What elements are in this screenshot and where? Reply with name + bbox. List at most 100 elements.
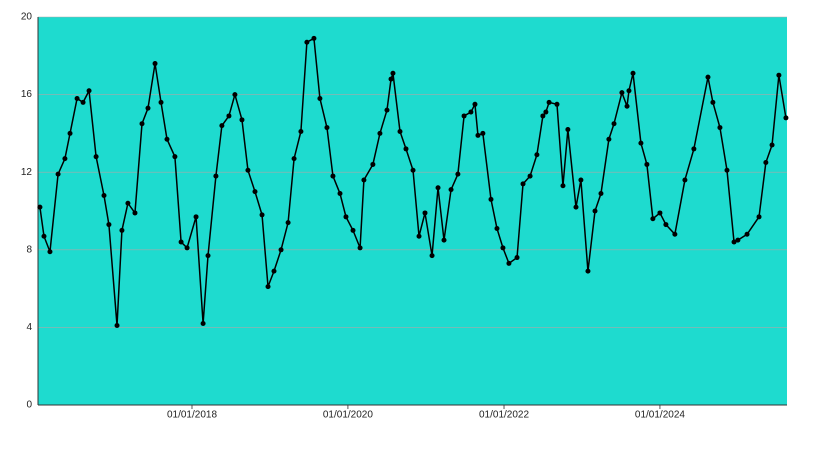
data-point: [213, 173, 219, 179]
data-point: [200, 321, 206, 327]
data-point: [606, 136, 612, 142]
data-point: [638, 140, 644, 146]
data-point: [585, 268, 591, 274]
data-point: [47, 249, 53, 255]
y-tick-label: 4: [26, 322, 32, 333]
data-point: [350, 227, 356, 233]
data-point: [663, 222, 669, 228]
data-point: [311, 35, 317, 41]
data-point: [219, 123, 225, 129]
x-tick-label: 01/01/2020: [323, 410, 373, 421]
data-point: [626, 88, 632, 94]
data-point: [672, 231, 678, 237]
data-point: [330, 173, 336, 179]
data-point: [422, 210, 428, 216]
y-tick-label: 16: [21, 89, 33, 100]
data-point: [500, 245, 506, 251]
data-point: [304, 39, 310, 45]
data-point: [114, 322, 120, 328]
data-point: [534, 152, 540, 158]
data-point: [172, 154, 178, 160]
data-point: [259, 212, 265, 218]
data-point: [119, 227, 125, 233]
data-point: [592, 208, 598, 214]
data-point: [193, 214, 199, 220]
x-tick-label: 01/01/2024: [635, 410, 685, 421]
data-point: [731, 239, 737, 245]
data-point: [461, 113, 467, 119]
data-point: [769, 142, 775, 148]
data-point: [226, 113, 232, 119]
data-point: [506, 260, 512, 266]
data-point: [705, 74, 711, 80]
data-point: [271, 268, 277, 274]
data-point: [514, 255, 520, 261]
data-point: [527, 173, 533, 179]
data-point: [184, 245, 190, 251]
data-point: [657, 210, 663, 216]
data-point: [361, 177, 367, 183]
data-point: [41, 233, 47, 239]
data-point: [152, 61, 158, 67]
data-point: [74, 95, 80, 101]
data-point: [278, 247, 284, 253]
data-point: [390, 70, 396, 76]
data-point: [403, 146, 409, 152]
data-line: [39, 37, 787, 326]
data-point: [370, 161, 376, 167]
data-point: [682, 177, 688, 183]
data-point: [783, 115, 789, 121]
data-point: [619, 90, 625, 96]
data-point: [37, 204, 43, 210]
data-point: [763, 160, 769, 165]
data-point: [717, 125, 723, 131]
x-tick-label: 01/01/2022: [479, 410, 529, 421]
data-point: [630, 70, 636, 76]
y-tick-label: 8: [26, 244, 32, 255]
data-point: [710, 99, 716, 105]
data-point: [324, 125, 330, 131]
data-point: [650, 216, 656, 222]
data-point: [377, 130, 383, 136]
data-point: [475, 132, 481, 138]
data-point: [298, 128, 304, 134]
plot-area: [38, 17, 787, 405]
data-point: [357, 245, 363, 251]
data-point: [724, 167, 730, 173]
data-point: [565, 127, 571, 133]
data-point: [125, 200, 131, 206]
data-point: [540, 113, 546, 119]
data-point: [416, 233, 422, 239]
data-point: [252, 189, 258, 195]
data-point: [67, 130, 73, 136]
data-point: [560, 183, 566, 189]
data-point: [520, 181, 526, 187]
data-point: [448, 187, 454, 193]
data-point: [543, 109, 549, 115]
data-point: [624, 103, 630, 109]
data-point: [106, 222, 112, 228]
data-point: [691, 146, 697, 152]
data-point: [343, 214, 349, 220]
data-point: [317, 95, 323, 101]
y-tick-label: 12: [21, 167, 33, 178]
data-point: [86, 88, 92, 94]
data-point: [494, 225, 500, 231]
data-point: [429, 253, 435, 259]
data-point: [410, 167, 416, 173]
data-point: [644, 161, 650, 167]
data-point: [546, 99, 552, 105]
data-point: [441, 237, 447, 243]
data-point: [397, 128, 403, 134]
data-point: [62, 156, 68, 162]
data-point: [388, 76, 394, 82]
data-point: [468, 109, 474, 115]
data-point: [480, 130, 486, 136]
data-point: [232, 92, 238, 98]
data-point: [291, 156, 297, 162]
data-point: [145, 105, 151, 111]
data-point: [384, 107, 390, 113]
data-point: [488, 196, 494, 202]
data-point: [139, 121, 145, 127]
